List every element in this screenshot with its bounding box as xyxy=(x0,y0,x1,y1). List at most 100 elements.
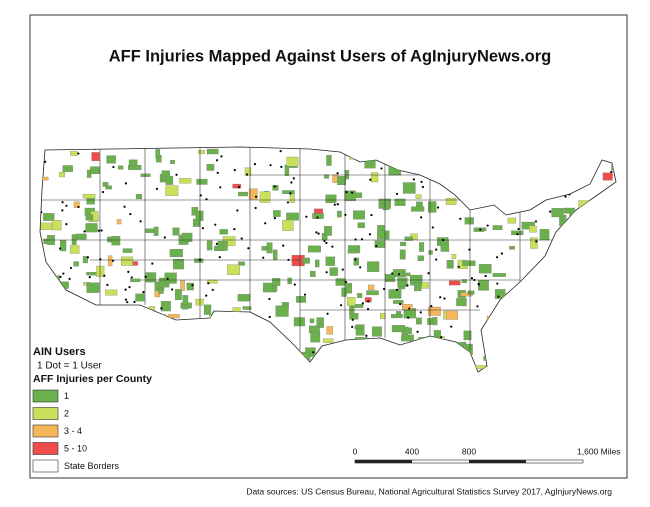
county-patch xyxy=(107,255,113,267)
user-dot xyxy=(359,266,362,269)
county-patch xyxy=(309,318,315,324)
user-dot xyxy=(77,152,80,155)
county-patch xyxy=(206,148,219,155)
user-dot xyxy=(124,298,128,301)
scale-bar: 0 400 800 1,600 Miles xyxy=(353,446,620,464)
user-dot xyxy=(435,258,438,261)
user-dot xyxy=(391,272,394,275)
user-dot xyxy=(218,256,221,259)
county-patch xyxy=(440,240,450,252)
user-dot xyxy=(339,304,343,307)
county-patch xyxy=(73,261,79,267)
county-patch xyxy=(238,191,249,197)
legend-label: State Borders xyxy=(64,461,120,471)
user-dot xyxy=(111,259,115,262)
user-dot xyxy=(273,185,276,188)
county-patch xyxy=(421,281,429,289)
county-patch xyxy=(73,201,80,208)
county-patch xyxy=(397,277,408,287)
county-patch xyxy=(367,261,380,272)
county-patch xyxy=(186,282,194,291)
county-patch xyxy=(353,257,359,266)
legend-label: 2 xyxy=(64,408,69,418)
county-patch xyxy=(169,248,183,258)
county-patch xyxy=(419,242,425,252)
county-patch xyxy=(167,314,180,319)
user-dot xyxy=(68,277,71,280)
source-note: Data sources: US Census Bureau, National… xyxy=(246,486,612,496)
user-dot xyxy=(420,216,423,219)
user-dot xyxy=(268,315,271,319)
county-patch xyxy=(563,207,575,214)
county-patch xyxy=(325,194,337,204)
user-dot xyxy=(476,305,479,308)
county-patch xyxy=(349,313,359,320)
scale-bar-segment xyxy=(469,460,526,463)
county-patch xyxy=(445,198,457,206)
county-patch xyxy=(464,217,474,225)
user-dot xyxy=(286,201,290,204)
county-patch xyxy=(174,289,182,301)
county-patch xyxy=(448,280,461,286)
county-patch xyxy=(371,326,382,337)
user-dot xyxy=(129,212,132,216)
user-dot xyxy=(151,262,154,265)
county-patch xyxy=(195,298,204,306)
county-patch xyxy=(85,214,94,221)
county-patch xyxy=(232,307,241,313)
county-patch xyxy=(316,317,324,328)
user-dot xyxy=(305,215,308,218)
user-dot xyxy=(88,276,91,279)
county-patch xyxy=(310,270,316,277)
user-dot xyxy=(500,252,504,255)
user-dot xyxy=(65,204,68,207)
county-patch xyxy=(473,227,485,232)
user-dot xyxy=(83,230,86,233)
county-patch xyxy=(217,240,228,251)
user-dot xyxy=(86,256,90,259)
legend: 1 2 3 - 4 5 - 10 State Borders xyxy=(32,389,120,473)
county-patch xyxy=(353,210,365,220)
user-dot xyxy=(268,297,271,301)
user-dot xyxy=(408,307,411,310)
user-dot xyxy=(293,283,296,286)
county-patch xyxy=(467,290,475,295)
county-patch xyxy=(153,226,159,236)
user-dot xyxy=(245,173,249,176)
user-dot xyxy=(412,178,415,181)
state-borders xyxy=(40,148,560,350)
legend-label: 5 - 10 xyxy=(64,443,87,453)
user-dot xyxy=(61,201,64,204)
user-dot xyxy=(287,258,290,261)
county-patch xyxy=(492,225,503,231)
county-patch xyxy=(107,236,112,243)
county-patch xyxy=(463,330,472,341)
county-patch xyxy=(347,297,356,307)
county-patch xyxy=(477,280,489,291)
user-dot xyxy=(407,316,410,319)
county-patch xyxy=(105,289,118,296)
county-patch xyxy=(462,260,476,266)
user-dot xyxy=(380,167,383,170)
county-patch xyxy=(111,235,121,246)
county-patch xyxy=(289,194,295,203)
county-patch xyxy=(325,256,336,266)
user-dot xyxy=(205,294,208,297)
user-dot xyxy=(535,240,538,243)
user-dot xyxy=(279,150,282,153)
user-dot xyxy=(99,258,102,261)
county-patch xyxy=(120,256,133,266)
county-patch xyxy=(165,175,174,185)
county-patch xyxy=(539,229,550,241)
county-patch xyxy=(402,182,416,194)
user-dot xyxy=(564,195,567,198)
county-patch xyxy=(324,225,332,236)
county-patch xyxy=(388,289,402,299)
user-dot xyxy=(497,295,500,298)
county-patch xyxy=(219,229,228,235)
county-patch xyxy=(259,191,271,203)
user-dot xyxy=(336,172,339,175)
user-dot xyxy=(155,187,159,190)
county-patch xyxy=(43,213,55,221)
user-dot xyxy=(336,203,339,206)
